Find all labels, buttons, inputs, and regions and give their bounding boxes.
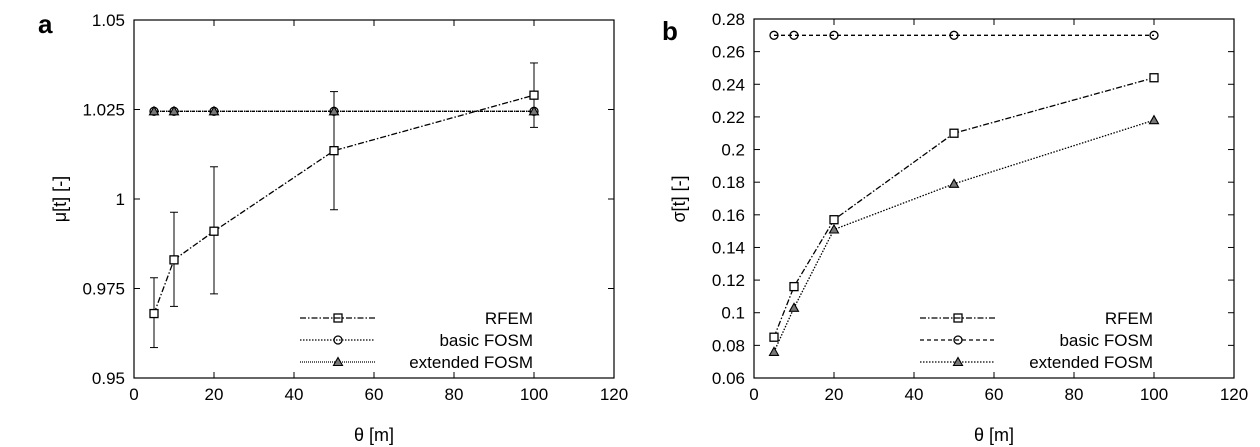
x-tick-label: 120 <box>600 385 628 404</box>
x-tick-label: 20 <box>825 385 844 404</box>
data-point-extended-fosm <box>208 105 220 116</box>
data-point-extended-fosm <box>828 223 840 234</box>
y-tick-label: 0.18 <box>712 173 745 192</box>
data-point-rfem <box>529 90 539 100</box>
x-tick-label: 40 <box>905 385 924 404</box>
y-tick-label: 0.28 <box>712 10 745 29</box>
legend-label-basic-fosm: basic FOSM <box>439 331 533 350</box>
chart-panel-b: b θ [m] σ[t] [-] 0 20 40 60 80 100 120 0.06 0.08… <box>662 10 1248 445</box>
data-point-extended-fosm <box>148 105 160 116</box>
y-tick-label: 0.12 <box>712 271 745 290</box>
y-tick-label: 0.22 <box>712 108 745 127</box>
legend-marker-square <box>333 313 343 323</box>
series-layer <box>148 62 540 349</box>
data-point-extended-fosm <box>1148 114 1160 125</box>
y-tick-label: 0.16 <box>712 206 745 225</box>
x-tick-label: 80 <box>445 385 464 404</box>
legend-marker-triangle <box>952 356 964 367</box>
y-tick-label: 0.2 <box>721 141 745 160</box>
legend: RFEM basic FOSM extended FOSM <box>300 309 533 372</box>
data-point-extended-fosm <box>528 105 540 116</box>
data-point-rfem <box>1149 73 1159 83</box>
y-tick-label: 1.05 <box>92 11 125 30</box>
x-tick-label: 60 <box>985 385 1004 404</box>
data-point-basic-fosm <box>829 30 839 40</box>
data-point-rfem <box>769 332 779 342</box>
data-point-extended-fosm <box>788 302 800 312</box>
data-point-extended-fosm <box>328 105 340 116</box>
series-line-extended-fosm <box>773 119 1155 353</box>
data-point-rfem <box>209 226 219 236</box>
legend: RFEM basic FOSM extended FOSM <box>920 309 1153 372</box>
legend-marker-circle <box>953 335 963 345</box>
data-point-rfem <box>149 308 159 319</box>
data-point-rfem <box>169 255 179 265</box>
data-point-basic-fosm <box>789 30 799 40</box>
legend-label-rfem: RFEM <box>1105 309 1153 328</box>
data-point-extended-fosm <box>768 346 780 356</box>
plot-frame <box>753 18 1235 379</box>
data-point-basic-fosm <box>769 30 779 40</box>
legend-label-extended-fosm: extended FOSM <box>409 353 533 372</box>
x-tick-label: 100 <box>520 385 548 404</box>
y-tick-label: 0.26 <box>712 43 745 62</box>
y-tick-label: 0.06 <box>712 369 745 388</box>
data-point-basic-fosm <box>1149 30 1159 40</box>
data-point-basic-fosm <box>949 30 959 40</box>
legend-label-extended-fosm: extended FOSM <box>1029 353 1153 372</box>
plot-frame <box>133 19 615 379</box>
x-tick-label: 80 <box>1065 385 1084 404</box>
x-tick-label: 0 <box>749 385 758 404</box>
y-tick-label: 0.975 <box>82 280 125 299</box>
y-tick-label: 0.24 <box>712 75 745 94</box>
y-tick-label: 0.1 <box>721 304 745 323</box>
y-axis-label: μ[t] [-] <box>50 176 70 222</box>
series-line-rfem <box>153 94 535 314</box>
y-tick-label: 0.08 <box>712 336 745 355</box>
x-tick-label: 60 <box>365 385 384 404</box>
y-axis-label: σ[t] [-] <box>669 175 689 222</box>
series-layer <box>768 30 1160 356</box>
x-tick-label: 20 <box>205 385 224 404</box>
data-point-extended-fosm <box>168 105 180 116</box>
x-tick-label: 0 <box>129 385 138 404</box>
legend-marker-triangle <box>332 356 344 367</box>
panel-label: a <box>38 9 53 39</box>
data-point-extended-fosm <box>948 178 960 188</box>
x-tick-label: 120 <box>1220 385 1248 404</box>
x-axis-label: θ [m] <box>974 425 1014 445</box>
y-tick-label: 1 <box>116 190 125 209</box>
y-tick-label: 0.14 <box>712 238 745 257</box>
x-tick-label: 40 <box>285 385 304 404</box>
x-tick-label: 100 <box>1140 385 1168 404</box>
legend-label-basic-fosm: basic FOSM <box>1059 331 1153 350</box>
data-point-rfem <box>329 146 339 156</box>
x-axis-label: θ [m] <box>354 425 394 445</box>
data-point-rfem <box>829 215 839 225</box>
data-point-rfem <box>789 281 799 292</box>
legend-marker-circle <box>333 335 343 345</box>
y-tick-label: 0.95 <box>92 369 125 388</box>
chart-panel-a: a θ [m] μ[t] [-] 0 20 40 60 80 100 120 0.95 0.97… <box>38 9 628 445</box>
axis-ticks: 0 20 40 60 80 100 120 0.95 0.975 1 1.025 1.05 <box>82 11 628 404</box>
series-line-rfem <box>773 77 1155 338</box>
axis-ticks: 0 20 40 60 80 100 120 0.06 0.08 0.1 0.12 0.14 0.16 0.… <box>712 10 1248 404</box>
data-point-rfem <box>949 128 959 138</box>
y-tick-label: 1.025 <box>82 101 125 120</box>
legend-marker-square <box>953 313 963 323</box>
panel-label: b <box>662 16 678 46</box>
legend-label-rfem: RFEM <box>485 309 533 328</box>
